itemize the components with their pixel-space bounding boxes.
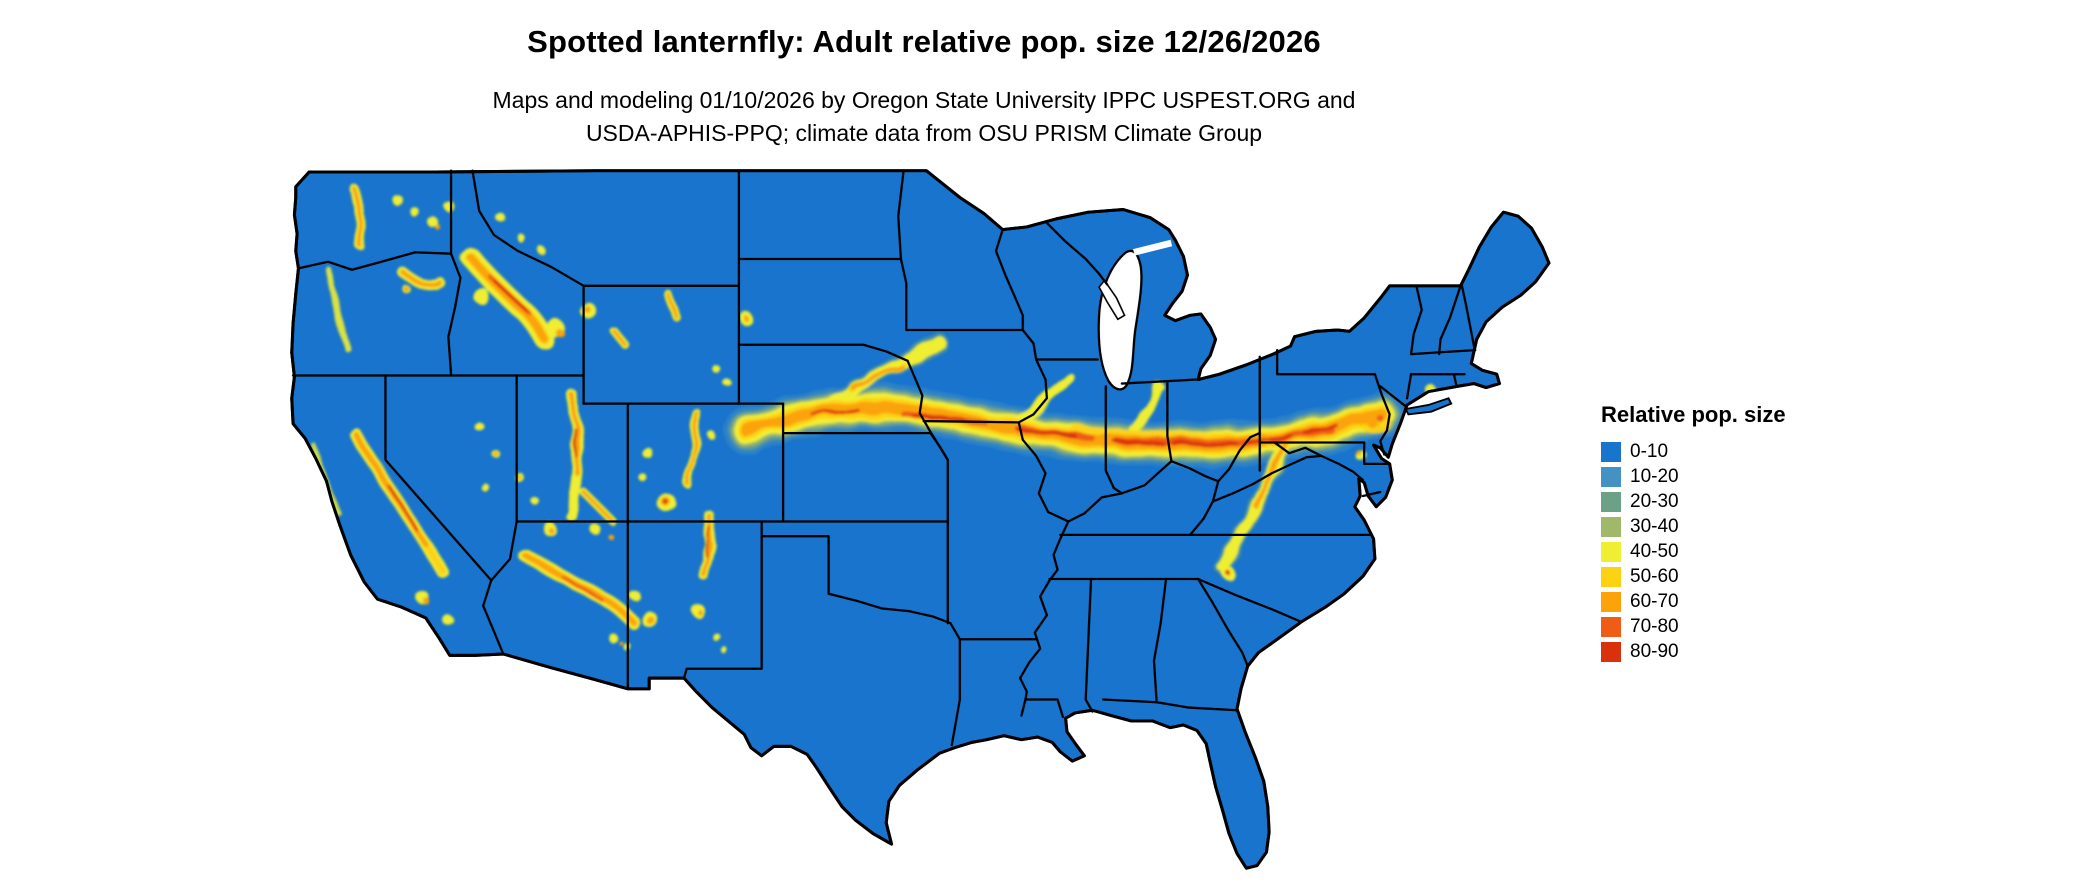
legend-swatch <box>1601 491 1621 512</box>
mackinac-strait <box>1133 239 1173 256</box>
legend-label: 0-10 <box>1630 440 1669 462</box>
us-population-map <box>290 169 1551 870</box>
legend-label: 60-70 <box>1630 590 1679 612</box>
legend-item: 70-80 <box>1601 614 1786 639</box>
legend-item: 0-10 <box>1601 439 1786 464</box>
hotspot-red-strokes <box>388 281 1339 558</box>
lake-michigan <box>1097 249 1143 391</box>
hotspot-deeporange-spots <box>1376 415 1384 422</box>
map-title: Spotted lanternfly: Adult relative pop. … <box>527 24 1321 59</box>
legend-item: 10-20 <box>1601 464 1786 489</box>
legend-label: 30-40 <box>1630 515 1679 537</box>
legend-swatch <box>1601 641 1621 662</box>
green-bay <box>1098 279 1126 321</box>
legend-swatch <box>1601 466 1621 487</box>
map-subtitle: Maps and modeling 01/10/2026 by Oregon S… <box>0 84 1848 150</box>
legend-title: Relative pop. size <box>1601 402 1786 427</box>
legend-item: 30-40 <box>1601 514 1786 539</box>
long-island <box>1404 397 1453 416</box>
legend-swatch <box>1601 541 1621 562</box>
legend-label: 70-80 <box>1630 615 1679 637</box>
hotspot-overlay <box>311 184 1436 654</box>
legend-swatch <box>1601 566 1621 587</box>
legend-item: 80-90 <box>1601 639 1786 664</box>
great-lakes <box>1097 239 1173 391</box>
hotspot-red-spots <box>662 498 1232 576</box>
legend-label: 10-20 <box>1630 465 1679 487</box>
legend-item: 50-60 <box>1601 564 1786 589</box>
subtitle-line-1: Maps and modeling 01/10/2026 by Oregon S… <box>492 87 1356 113</box>
legend-label: 20-30 <box>1630 490 1679 512</box>
legend-swatch <box>1601 616 1621 637</box>
legend-swatch <box>1601 441 1621 462</box>
legend-items: 0-10 10-20 20-30 30-40 40-50 50-60 60-70 70-80 8… <box>1601 439 1786 664</box>
legend: Relative pop. size 0-10 10-20 20-30 30-40 40… <box>1601 402 1786 664</box>
legend-swatch <box>1601 516 1621 537</box>
state-borders <box>291 169 1477 747</box>
legend-item: 20-30 <box>1601 489 1786 514</box>
legend-item: 40-50 <box>1601 539 1786 564</box>
legend-swatch <box>1601 591 1621 612</box>
legend-label: 40-50 <box>1630 540 1679 562</box>
legend-label: 80-90 <box>1630 640 1679 662</box>
subtitle-line-2: USDA-APHIS-PPQ; climate data from OSU PR… <box>585 120 1263 146</box>
legend-item: 60-70 <box>1601 589 1786 614</box>
legend-label: 50-60 <box>1630 565 1679 587</box>
